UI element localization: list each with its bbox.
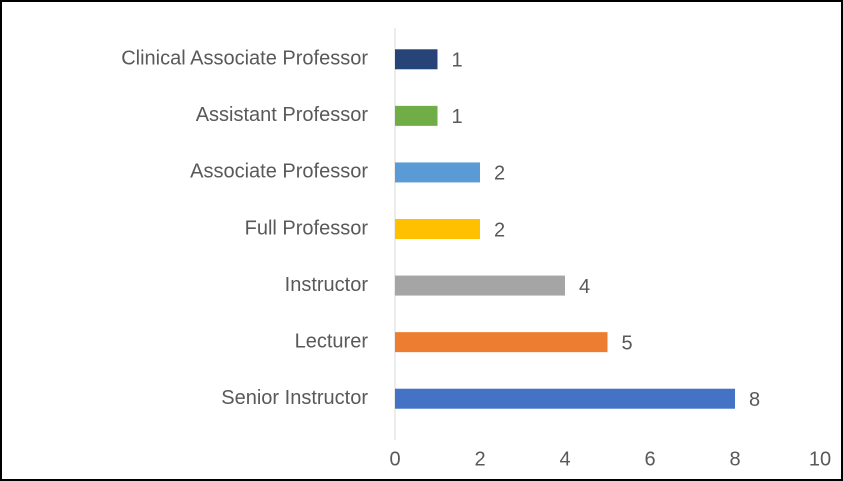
bar — [395, 219, 480, 239]
y-tick-label: Assistant Professor — [196, 104, 369, 126]
y-tick-label: Associate Professor — [190, 161, 368, 183]
x-tick-label: 0 — [389, 448, 400, 470]
x-tick-label: 6 — [644, 448, 655, 470]
x-tick-label: 2 — [474, 448, 485, 470]
bar — [395, 388, 735, 409]
data-label: 1 — [452, 106, 463, 128]
data-label: 4 — [579, 276, 590, 298]
data-label: 2 — [494, 163, 505, 185]
data-label: 2 — [494, 219, 505, 241]
bar — [395, 162, 480, 183]
y-tick-label: Instructor — [285, 274, 369, 296]
bar — [395, 105, 438, 126]
bar — [395, 275, 565, 296]
bar — [395, 332, 608, 353]
y-tick-label: Full Professor — [245, 217, 369, 239]
y-tick-label: Senior Instructor — [221, 387, 368, 409]
x-tick-label: 10 — [809, 448, 831, 470]
y-tick-label: Lecturer — [295, 330, 369, 352]
data-label: 5 — [622, 332, 633, 354]
x-tick-label: 8 — [729, 448, 740, 470]
x-tick-label: 4 — [559, 448, 570, 470]
data-label: 8 — [749, 389, 760, 411]
y-tick-label: Clinical Associate Professor — [121, 48, 368, 70]
data-label: 1 — [452, 50, 463, 72]
bar — [395, 49, 438, 70]
